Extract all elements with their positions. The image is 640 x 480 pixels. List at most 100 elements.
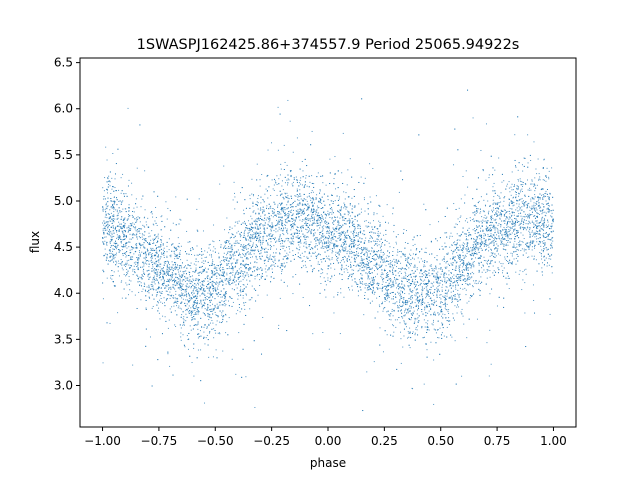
data-point	[548, 264, 550, 266]
data-point	[262, 316, 264, 318]
data-point	[249, 228, 251, 229]
data-point	[500, 209, 502, 211]
data-point	[243, 304, 245, 306]
data-point	[474, 227, 476, 229]
data-point	[172, 243, 174, 245]
data-point	[176, 248, 178, 250]
data-point	[282, 229, 284, 231]
data-point	[235, 240, 237, 242]
data-point	[420, 304, 422, 306]
data-point	[432, 293, 434, 295]
data-point	[426, 270, 428, 272]
data-point	[543, 232, 545, 234]
data-point	[536, 184, 538, 186]
data-point	[491, 221, 493, 223]
data-point	[133, 265, 135, 267]
data-point	[354, 255, 356, 257]
data-point	[278, 216, 280, 218]
data-point	[485, 245, 487, 247]
data-point	[170, 295, 172, 297]
data-point	[292, 151, 294, 153]
data-point	[507, 260, 509, 262]
data-point	[446, 286, 448, 288]
data-point	[446, 276, 448, 278]
data-point	[328, 265, 330, 267]
data-point	[500, 192, 502, 194]
data-point	[151, 213, 153, 215]
data-point	[148, 273, 150, 275]
data-point	[499, 238, 501, 240]
data-point	[236, 221, 238, 223]
data-point	[475, 244, 477, 246]
data-point	[359, 226, 361, 228]
data-point	[321, 245, 323, 247]
data-point	[362, 283, 364, 285]
data-point	[151, 288, 153, 290]
data-point	[454, 269, 456, 271]
data-point	[536, 209, 538, 211]
data-point	[142, 262, 144, 264]
data-point	[438, 305, 440, 307]
data-point	[217, 305, 219, 307]
data-point	[117, 236, 119, 238]
data-point	[492, 199, 494, 201]
data-point	[419, 272, 421, 274]
data-point	[393, 231, 395, 233]
data-point	[220, 296, 222, 298]
data-point	[238, 284, 240, 286]
data-point	[317, 219, 319, 221]
data-point	[279, 174, 281, 176]
data-point	[250, 226, 252, 228]
data-point	[148, 277, 150, 279]
data-point	[545, 203, 547, 205]
data-point	[501, 233, 503, 235]
data-point	[542, 210, 544, 212]
data-point	[105, 202, 107, 204]
data-point	[119, 211, 121, 213]
data-point	[195, 267, 197, 269]
data-point	[230, 272, 232, 274]
data-point	[203, 301, 205, 303]
data-point	[280, 194, 282, 196]
data-point	[408, 267, 410, 269]
data-point	[485, 220, 487, 222]
data-point	[190, 312, 192, 314]
data-point	[385, 233, 387, 235]
data-point	[450, 249, 452, 251]
data-point	[420, 279, 422, 281]
data-point	[113, 271, 115, 273]
data-point	[408, 274, 409, 276]
data-point	[219, 304, 221, 306]
data-point	[309, 252, 311, 254]
data-point	[521, 164, 523, 166]
data-point	[173, 287, 175, 289]
data-point	[349, 243, 351, 245]
data-point	[392, 280, 394, 282]
data-point	[156, 247, 157, 249]
data-point	[522, 279, 524, 281]
data-point	[486, 270, 488, 272]
data-point	[447, 252, 449, 254]
data-point	[298, 232, 300, 234]
data-point	[414, 278, 416, 280]
data-point	[286, 164, 288, 166]
data-point	[347, 210, 349, 212]
data-point	[404, 323, 406, 325]
data-point	[489, 262, 491, 264]
data-point	[331, 213, 333, 215]
data-point	[233, 278, 235, 280]
data-point	[307, 236, 309, 238]
data-point	[386, 204, 388, 206]
data-point	[441, 280, 443, 282]
data-point	[163, 271, 165, 273]
data-point	[160, 279, 162, 281]
data-point	[234, 251, 236, 253]
data-point	[327, 279, 329, 281]
data-point	[303, 213, 305, 215]
data-point	[477, 282, 479, 284]
data-point	[525, 268, 527, 270]
data-point	[357, 227, 359, 229]
data-point	[268, 225, 270, 227]
data-point	[429, 224, 431, 226]
data-point	[387, 284, 389, 286]
